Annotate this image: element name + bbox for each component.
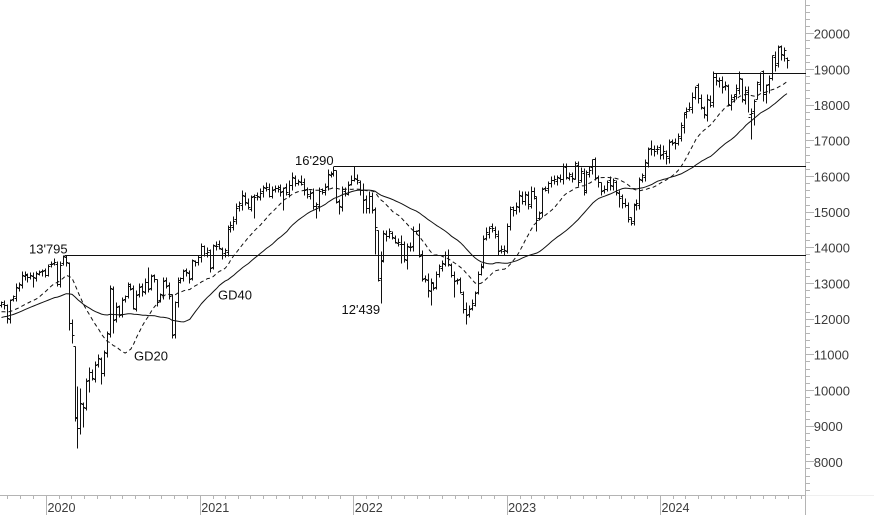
svg-text:16'290: 16'290 xyxy=(295,153,334,168)
svg-text:2020: 2020 xyxy=(48,501,76,515)
svg-text:15000: 15000 xyxy=(814,205,850,220)
svg-text:2022: 2022 xyxy=(355,501,383,515)
svg-text:GD40: GD40 xyxy=(218,288,252,303)
svg-text:19000: 19000 xyxy=(814,62,850,77)
svg-text:2023: 2023 xyxy=(508,501,536,515)
svg-text:14000: 14000 xyxy=(814,241,850,256)
svg-text:GD20: GD20 xyxy=(134,349,168,364)
svg-text:16000: 16000 xyxy=(814,169,850,184)
svg-text:2021: 2021 xyxy=(201,501,229,515)
svg-text:2024: 2024 xyxy=(662,501,690,515)
svg-text:12'439: 12'439 xyxy=(342,302,381,317)
svg-text:13'795: 13'795 xyxy=(29,241,68,256)
svg-text:9000: 9000 xyxy=(814,419,843,434)
svg-text:18000: 18000 xyxy=(814,98,850,113)
svg-text:17000: 17000 xyxy=(814,134,850,149)
svg-text:20000: 20000 xyxy=(814,27,850,42)
svg-text:13000: 13000 xyxy=(814,276,850,291)
svg-text:8000: 8000 xyxy=(814,455,843,470)
svg-text:11000: 11000 xyxy=(814,348,849,363)
svg-text:12000: 12000 xyxy=(814,312,850,327)
svg-text:10000: 10000 xyxy=(814,383,850,398)
